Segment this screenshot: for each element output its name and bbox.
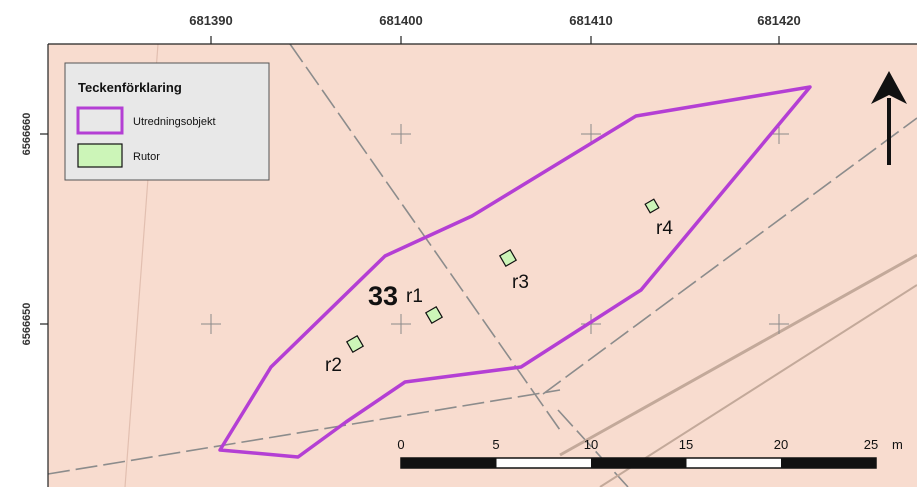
scale-segment — [591, 458, 686, 468]
scale-tick-label: 15 — [679, 437, 693, 452]
scale-segment — [781, 458, 876, 468]
y-axis-ticks — [40, 133, 48, 325]
grid-cross — [391, 124, 411, 144]
dashed-line — [542, 117, 917, 395]
grid-cross — [391, 314, 411, 334]
y-coord-label: 6566650 — [21, 303, 33, 346]
scale-bar — [400, 457, 877, 469]
legend-label-study-object: Utredningsobjekt — [133, 116, 216, 128]
x-axis-ticks — [210, 36, 780, 44]
scale-tick-label: 10 — [584, 437, 598, 452]
scale-tick-label: 25 — [864, 437, 878, 452]
grid-cross — [581, 124, 601, 144]
legend: Teckenförklaring Utredningsobjekt Rutor — [64, 62, 270, 181]
object-number: 33 — [368, 281, 398, 311]
scale-tick-label: 0 — [397, 437, 404, 452]
plot-square-r3[interactable] — [498, 248, 518, 268]
legend-swatch-study-object — [76, 106, 124, 135]
study-object-polygon[interactable] — [218, 85, 812, 459]
legend-swatch-plots — [77, 143, 123, 168]
plot-label-r4: r4 — [656, 218, 673, 239]
scale-tick-label: 20 — [774, 437, 788, 452]
plot-square-r1[interactable] — [424, 305, 444, 325]
grid-crosses — [201, 124, 789, 334]
x-coord-label: 681410 — [569, 13, 612, 28]
legend-label-plots: Rutor — [133, 151, 160, 163]
plot-label-r1: r1 — [406, 286, 423, 307]
x-coord-label: 681390 — [189, 13, 232, 28]
plot-square-r4[interactable] — [644, 198, 660, 214]
plot-label-r2: r2 — [325, 355, 342, 376]
scale-segment — [401, 458, 496, 468]
north-arrow-icon — [871, 71, 907, 165]
road-line — [599, 284, 917, 487]
grid-cross — [769, 314, 789, 334]
dashed-line — [47, 389, 561, 475]
grid-cross — [201, 314, 221, 334]
dashed-line — [557, 409, 629, 487]
plot-label-r3: r3 — [512, 272, 529, 293]
x-coord-label: 681400 — [379, 13, 422, 28]
sample-plots — [345, 198, 660, 354]
road-line — [559, 253, 917, 457]
scale-unit: m — [892, 437, 903, 452]
legend-title: Teckenförklaring — [78, 80, 182, 95]
x-coord-label: 681420 — [757, 13, 800, 28]
plot-square-r2[interactable] — [345, 334, 365, 354]
scale-tick-label: 5 — [492, 437, 499, 452]
y-coord-label: 6566660 — [21, 113, 33, 156]
